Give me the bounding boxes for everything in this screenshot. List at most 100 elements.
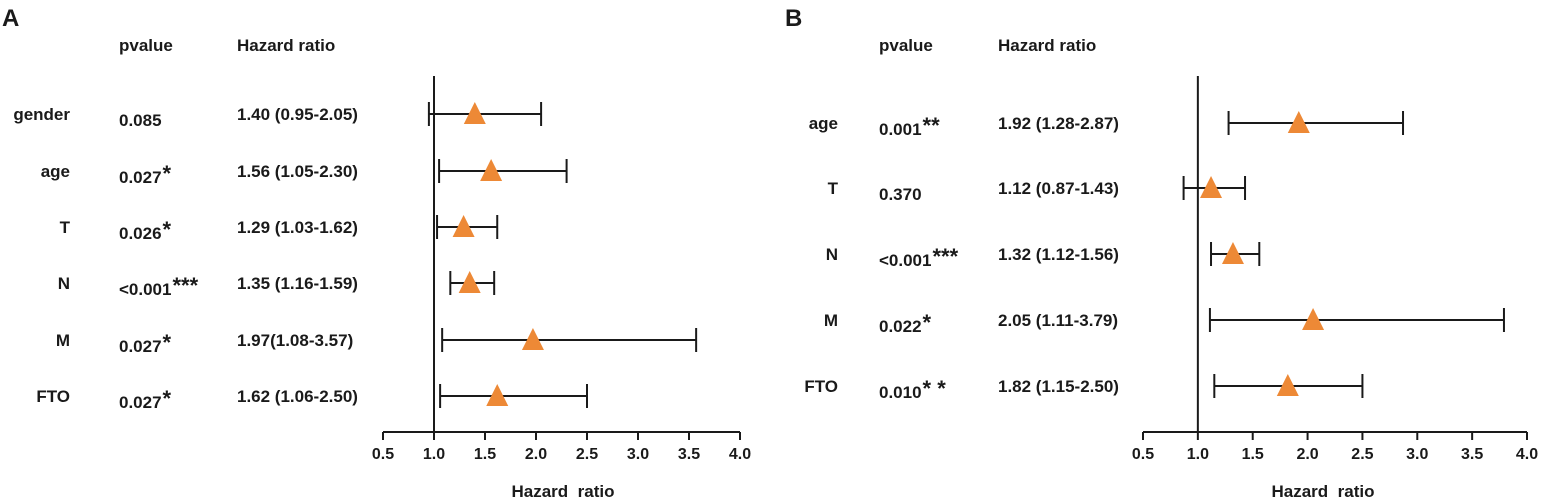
p-value: 0.022* [879,310,932,336]
panel-letter: B [785,5,802,32]
p-value-number: 0.027 [119,337,162,356]
significance-stars: * [163,386,172,411]
x-tick-label: 2.0 [1296,446,1318,463]
p-value-number: 0.022 [879,317,922,336]
significance-stars: *** [172,273,198,298]
hazard-ratio-marker [521,328,544,350]
p-value: 0.370 [879,185,922,204]
hazard-ratio-marker [452,215,475,237]
hazard-ratio-marker [480,159,503,181]
row-label: age [809,114,838,133]
p-value-number: 0.001 [879,120,922,139]
x-axis-title: Hazard ratio [1272,482,1375,501]
forest-row: FTO 0.027* 1.62 (1.06-2.50) [36,384,588,412]
hazard-ratio-text: 1.82 (1.15-2.50) [998,377,1119,396]
x-axis-title: Hazard ratio [512,482,615,501]
row-label: N [58,274,70,293]
x-tick-label: 2.0 [525,446,547,463]
x-tick-label: 2.5 [576,446,598,463]
forest-row: M 0.027* 1.97(1.08-3.57) [56,328,698,356]
p-value: <0.001*** [879,244,959,270]
forest-row: gender 0.085 1.40 (0.95-2.05) [13,102,543,130]
hazard-ratio-text: 1.56 (1.05-2.30) [237,162,358,181]
x-tick-label: 2.5 [1351,446,1373,463]
p-value-number: <0.001 [119,280,171,299]
row-label: FTO [36,387,70,406]
hazard-ratio-marker [1276,374,1299,396]
forest-row: N <0.001*** 1.32 (1.12-1.56) [826,242,1261,270]
row-label: M [56,331,70,350]
significance-stars: * [923,310,932,335]
p-value: <0.001*** [119,273,199,299]
p-value-number: 0.027 [119,168,162,187]
row-label: age [41,162,70,181]
hazard-ratio-text: 1.35 (1.16-1.59) [237,274,358,293]
hazard-ratio-marker [1200,176,1223,198]
hazard-ratio-text: 1.97(1.08-3.57) [237,331,353,350]
pvalue-column-header: pvalue [119,36,173,55]
forest-row: FTO 0.010* * 1.82 (1.15-2.50) [804,374,1364,402]
p-value-number: 0.370 [879,185,922,204]
x-tick-label: 3.5 [678,446,700,463]
forest-row: M 0.022* 2.05 (1.11-3.79) [824,308,1505,336]
significance-stars: ** [923,113,941,138]
hazard-ratio-text: 1.32 (1.12-1.56) [998,245,1119,264]
forest-row: N <0.001*** 1.35 (1.16-1.59) [58,271,496,299]
hazard-ratio-text: 1.62 (1.06-2.50) [237,387,358,406]
row-label: FTO [804,377,838,396]
x-tick-label: 3.0 [1406,446,1428,463]
x-tick-label: 0.5 [372,446,394,463]
hazard-ratio-column-header: Hazard ratio [237,36,335,55]
forest-row: age 0.027* 1.56 (1.05-2.30) [41,159,568,187]
row-label: gender [13,105,70,124]
row-label: T [828,179,839,198]
p-value: 0.027* [119,386,172,412]
x-tick-label: 4.0 [729,446,751,463]
p-value: 0.010* * [879,376,946,402]
hazard-ratio-marker [458,271,481,293]
x-tick-label: 1.5 [474,446,496,463]
forest-row: T 0.370 1.12 (0.87-1.43) [828,176,1247,204]
hazard-ratio-text: 1.12 (0.87-1.43) [998,179,1119,198]
significance-stars: * * [923,376,947,401]
hazard-ratio-text: 2.05 (1.11-3.79) [998,311,1118,330]
hazard-ratio-column-header: Hazard ratio [998,36,1096,55]
pvalue-column-header: pvalue [879,36,933,55]
x-tick-label: 1.0 [423,446,445,463]
hazard-ratio-text: 1.40 (0.95-2.05) [237,105,358,124]
x-tick-label: 1.0 [1187,446,1209,463]
p-value-number: 0.085 [119,111,162,130]
forest-row: age 0.001** 1.92 (1.28-2.87) [809,111,1405,139]
p-value-number: 0.010 [879,383,922,402]
row-label: N [826,245,838,264]
p-value: 0.001** [879,113,940,139]
p-value-number: <0.001 [879,251,931,270]
x-tick-label: 0.5 [1132,446,1154,463]
hazard-ratio-marker [1221,242,1244,264]
x-tick-label: 4.0 [1516,446,1538,463]
significance-stars: * [163,217,172,242]
p-value-number: 0.026 [119,224,162,243]
p-value: 0.027* [119,330,172,356]
p-value: 0.026* [119,217,172,243]
hazard-ratio-marker [1302,308,1325,330]
hazard-ratio-marker [1287,111,1310,133]
x-tick-label: 3.5 [1461,446,1483,463]
significance-stars: * [163,161,172,186]
panel-letter: A [2,5,19,32]
significance-stars: * [163,330,172,355]
p-value: 0.085 [119,111,162,130]
row-label: M [824,311,838,330]
p-value-number: 0.027 [119,393,162,412]
x-tick-label: 3.0 [627,446,649,463]
hazard-ratio-marker [463,102,486,124]
hazard-ratio-marker [486,384,509,406]
hazard-ratio-text: 1.29 (1.03-1.62) [237,218,358,237]
row-label: T [60,218,71,237]
forest-row: T 0.026* 1.29 (1.03-1.62) [60,215,499,243]
p-value: 0.027* [119,161,172,187]
significance-stars: *** [932,244,958,269]
